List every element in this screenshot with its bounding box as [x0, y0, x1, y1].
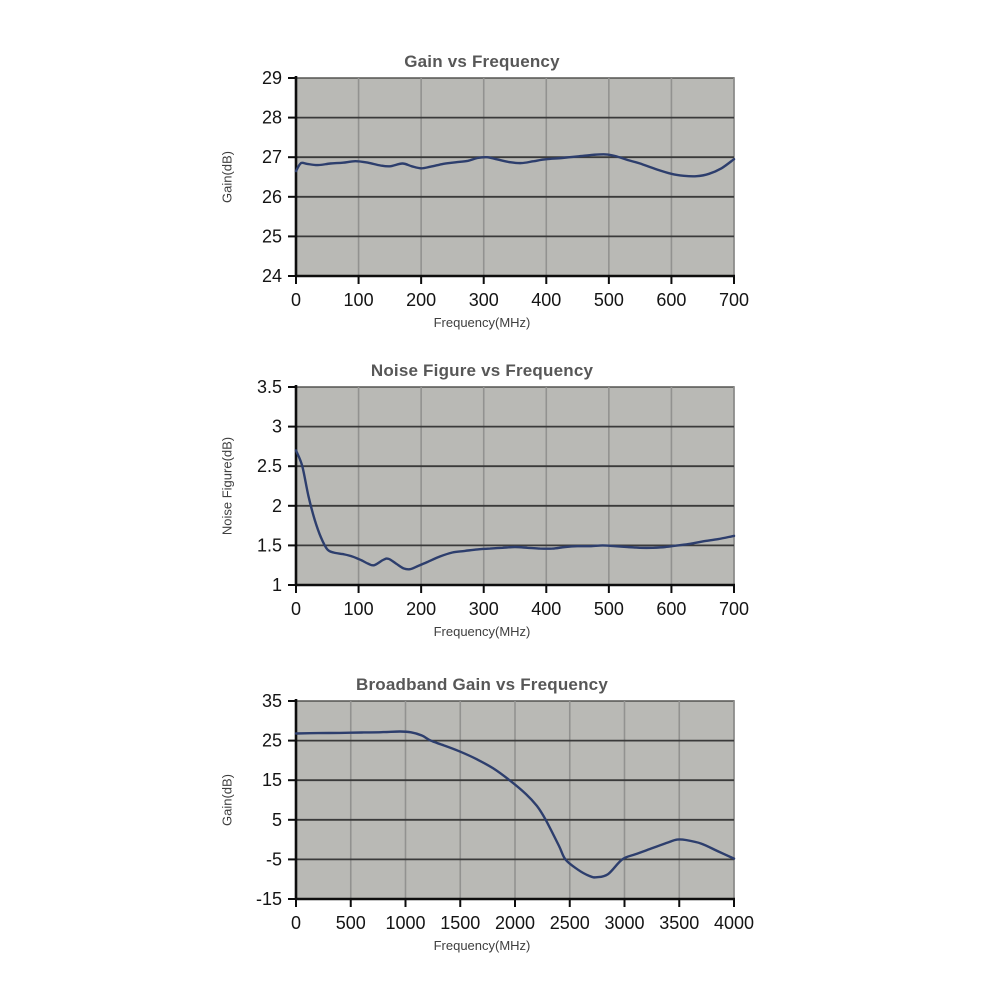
svg-text:27: 27 [262, 147, 282, 167]
broadband-gain-plot: -15 -5 5 15 25 35 0 500 1000 1500 2000 2500 3000 3500… [256, 691, 754, 933]
svg-text:29: 29 [262, 68, 282, 88]
svg-text:28: 28 [262, 108, 282, 128]
svg-text:24: 24 [262, 266, 282, 286]
svg-text:2: 2 [272, 496, 282, 516]
svg-text:2000: 2000 [495, 913, 535, 933]
svg-text:1: 1 [272, 575, 282, 595]
svg-text:4000: 4000 [714, 913, 754, 933]
svg-text:400: 400 [531, 290, 561, 310]
svg-text:15: 15 [262, 770, 282, 790]
gain-x-axis-label: Frequency(MHz) [433, 315, 531, 330]
chart-section-noise-figure: Noise Figure vs Frequency Noise Figure(d… [0, 347, 1000, 652]
chart-section-broadband-gain: Broadband Gain vs Frequency Gain(dB) -15… [0, 661, 1000, 966]
svg-text:1500: 1500 [440, 913, 480, 933]
noise-figure-x-axis-label: Frequency(MHz) [433, 624, 531, 639]
svg-text:600: 600 [656, 599, 686, 619]
broadband-gain-chart-title: Broadband Gain vs Frequency [356, 675, 608, 695]
svg-text:3000: 3000 [604, 913, 644, 933]
noise-figure-plot: 1 1.5 2 2.5 3 3.5 0 100 200 300 400 500 600 700 [257, 377, 749, 619]
svg-text:3: 3 [272, 417, 282, 437]
svg-text:0: 0 [291, 913, 301, 933]
noise-figure-chart-title: Noise Figure vs Frequency [370, 361, 594, 381]
svg-text:500: 500 [336, 913, 366, 933]
svg-text:200: 200 [406, 599, 436, 619]
chart-section-gain: Gain vs Frequency Gain(dB) 24 25 26 27 28 29 0… [0, 38, 1000, 343]
svg-text:300: 300 [469, 599, 499, 619]
svg-text:25: 25 [262, 226, 282, 246]
svg-text:1000: 1000 [385, 913, 425, 933]
svg-text:-15: -15 [256, 889, 282, 909]
svg-text:26: 26 [262, 187, 282, 207]
svg-text:100: 100 [344, 599, 374, 619]
svg-text:3500: 3500 [659, 913, 699, 933]
svg-text:200: 200 [406, 290, 436, 310]
svg-text:3.5: 3.5 [257, 377, 282, 397]
svg-text:600: 600 [656, 290, 686, 310]
svg-text:0: 0 [291, 599, 301, 619]
gain-chart-title: Gain vs Frequency [404, 52, 560, 72]
svg-text:500: 500 [594, 290, 624, 310]
broadband-gain-x-axis-label: Frequency(MHz) [433, 938, 531, 953]
svg-text:100: 100 [344, 290, 374, 310]
svg-text:300: 300 [469, 290, 499, 310]
svg-text:25: 25 [262, 731, 282, 751]
svg-text:5: 5 [272, 810, 282, 830]
svg-text:1.5: 1.5 [257, 535, 282, 555]
svg-text:2.5: 2.5 [257, 456, 282, 476]
svg-text:400: 400 [531, 599, 561, 619]
svg-text:2500: 2500 [550, 913, 590, 933]
svg-text:500: 500 [594, 599, 624, 619]
svg-text:700: 700 [719, 290, 749, 310]
svg-text:700: 700 [719, 599, 749, 619]
svg-text:0: 0 [291, 290, 301, 310]
svg-text:35: 35 [262, 691, 282, 711]
svg-text:-5: -5 [266, 849, 282, 869]
gain-plot: 24 25 26 27 28 29 0 100 200 300 400 500 600 700 [262, 68, 749, 310]
